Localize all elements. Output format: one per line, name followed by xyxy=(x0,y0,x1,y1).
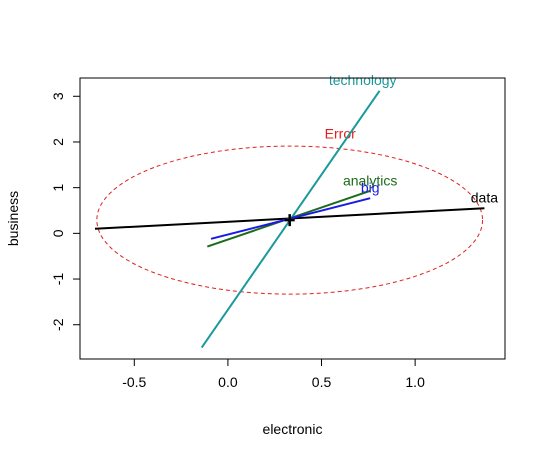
center-marker xyxy=(284,214,295,227)
error-ellipse xyxy=(96,145,484,295)
x-axis-title: electronic xyxy=(263,421,323,437)
y-tick-label: -1 xyxy=(50,273,66,286)
series-label-analytics: analytics xyxy=(343,172,397,188)
error-label: Error xyxy=(325,125,356,141)
series-label-data: data xyxy=(471,189,498,205)
y-axis-title: business xyxy=(5,191,21,246)
y-tick-label: 1 xyxy=(50,184,66,192)
series-label-technology: technology xyxy=(329,72,397,88)
x-tick-label: -0.5 xyxy=(122,374,146,390)
y-tick-label: 2 xyxy=(50,138,66,146)
y-tick-label: -2 xyxy=(50,318,66,331)
y-tick-label: 0 xyxy=(50,229,66,237)
x-tick-label: 0.0 xyxy=(218,374,238,390)
series-label-big: big xyxy=(361,180,380,196)
x-tick-label: 0.5 xyxy=(312,374,332,390)
axes: -0.5 0.0 0.5 1.0 -2 -1 0 1 2 3 electronic business xyxy=(5,77,506,437)
y-tick-label: 3 xyxy=(50,92,66,100)
x-tick-label: 1.0 xyxy=(405,374,425,390)
